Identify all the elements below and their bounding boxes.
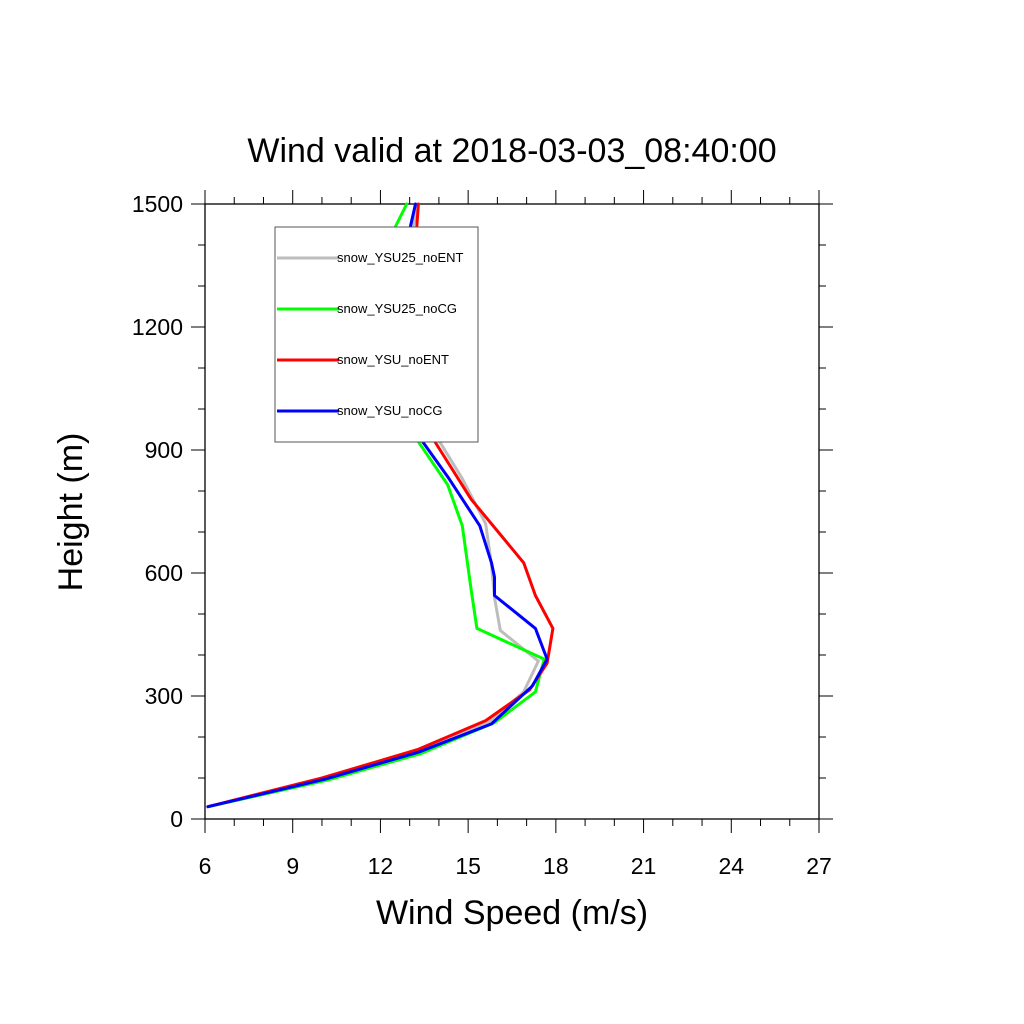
chart-title: Wind valid at 2018-03-03_08:40:00 xyxy=(247,132,776,170)
y-tick-label: 300 xyxy=(145,683,183,709)
plot-frame xyxy=(204,203,820,820)
y-tick-label: 900 xyxy=(145,437,183,463)
x-tick-label: 6 xyxy=(199,853,212,879)
x-tick-label: 15 xyxy=(455,853,481,879)
y-tick-label: 1500 xyxy=(132,191,183,217)
y-tick-label: 1200 xyxy=(132,314,183,340)
x-axis-label: Wind Speed (m/s) xyxy=(376,894,648,932)
x-tick-label: 9 xyxy=(286,853,299,879)
x-tick-label: 12 xyxy=(368,853,394,879)
legend-label-4: snow_YSU_noCG xyxy=(337,403,443,418)
y-tick-label: 0 xyxy=(170,806,183,832)
plot-area: 6 9 12 15 18 21 24 27 0 300 600 900 1200 1500 snow_YSU… xyxy=(132,190,833,879)
y-tick-label: 600 xyxy=(145,560,183,586)
y-axis-label: Height (m) xyxy=(52,433,90,592)
legend-box xyxy=(274,226,479,443)
x-tick-label: 18 xyxy=(543,853,569,879)
legend-label-1: snow_YSU25_noENT xyxy=(337,250,464,265)
x-tick-label: 24 xyxy=(718,853,744,879)
x-tick-label: 27 xyxy=(806,853,832,879)
legend-label-3: snow_YSU_noENT xyxy=(337,352,449,367)
legend-label-2: snow_YSU25_noCG xyxy=(337,301,457,316)
x-tick-label: 21 xyxy=(631,853,657,879)
